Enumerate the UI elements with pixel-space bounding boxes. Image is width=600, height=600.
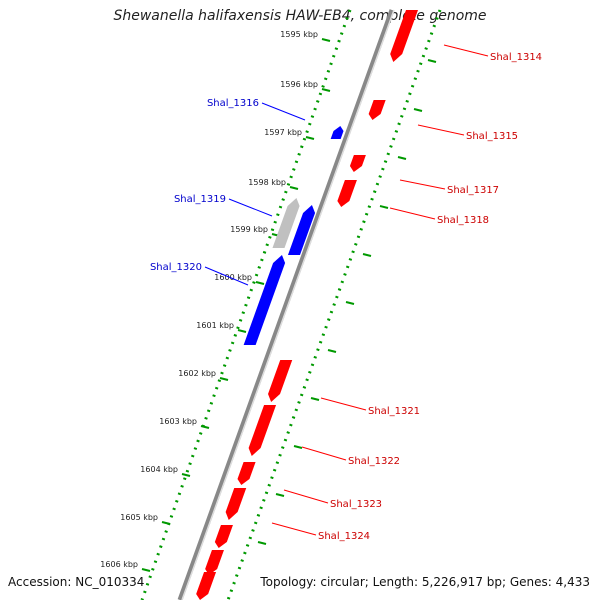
topology-label: Topology: circular; Length: 5,226,917 bp… (260, 575, 590, 589)
label-leader-line (271, 522, 317, 536)
tick-mark (413, 108, 423, 112)
gene-label[interactable]: Shal_1324 (318, 531, 370, 542)
kbp-tick-mark (161, 521, 171, 525)
gene-shal-1316[interactable] (330, 126, 344, 139)
left-tick-track (140, 9, 352, 600)
kbp-tick-label: 1606 kbp (100, 560, 138, 569)
tick-mark (345, 301, 355, 305)
kbp-tick-label: 1600 kbp (214, 273, 252, 282)
label-leader-line (204, 266, 249, 286)
kbp-tick-mark (321, 88, 331, 92)
gene-label[interactable]: Shal_1322 (348, 456, 400, 467)
gene-label[interactable]: Shal_1319 (174, 194, 226, 205)
kbp-tick-label: 1605 kbp (120, 513, 158, 522)
kbp-tick-label: 1596 kbp (280, 80, 318, 89)
label-leader-line (417, 124, 465, 136)
gene-shal-1314[interactable] (390, 10, 418, 62)
gene-label[interactable]: Shal_1316 (207, 98, 259, 109)
tick-mark (257, 541, 267, 545)
label-leader-line (283, 489, 329, 504)
genome-backbone (177, 9, 395, 600)
gene-label[interactable]: Shal_1315 (466, 131, 518, 142)
tick-mark (362, 253, 372, 257)
kbp-tick-mark (289, 186, 299, 190)
label-leader-line (399, 179, 446, 190)
gene-shal-1319[interactable] (287, 205, 316, 255)
tick-mark (275, 493, 285, 497)
kbp-tick-mark (255, 281, 265, 285)
kbp-tick-mark (219, 377, 229, 381)
accession-label: Accession: NC_010334 (8, 575, 145, 589)
gene-label[interactable]: Shal_1320 (150, 262, 202, 273)
kbp-tick-label: 1598 kbp (248, 178, 286, 187)
tick-mark (310, 397, 320, 401)
gene-shal-next[interactable] (196, 572, 217, 600)
gene-shal-1320[interactable] (243, 255, 286, 345)
gene-shal-1324b[interactable] (205, 550, 224, 575)
gene-shal-1323[interactable] (225, 488, 247, 520)
kbp-tick-label: 1595 kbp (280, 30, 318, 39)
gene-shal-1322[interactable] (248, 405, 277, 456)
kbp-tick-mark (200, 425, 210, 429)
gene-label[interactable]: Shal_1314 (490, 52, 542, 63)
gene-label[interactable]: Shal_1318 (437, 215, 489, 226)
kbp-tick-label: 1604 kbp (140, 465, 178, 474)
label-leader-line (261, 102, 306, 121)
kbp-tick-label: 1597 kbp (264, 128, 302, 137)
gene-label[interactable]: Shal_1321 (368, 406, 420, 417)
gene-shal-1318[interactable] (337, 180, 357, 207)
kbp-tick-label: 1602 kbp (178, 369, 216, 378)
gene-shal-pseudo[interactable] (272, 198, 300, 248)
label-leader-line (443, 44, 489, 57)
tick-mark (427, 59, 437, 63)
gene-label[interactable]: Shal_1317 (447, 185, 499, 196)
label-leader-line (228, 198, 273, 217)
tick-mark (397, 156, 407, 160)
kbp-tick-mark (181, 473, 191, 477)
tick-mark (293, 445, 303, 449)
gene-shal-1317[interactable] (349, 155, 366, 172)
gene-label[interactable]: Shal_1323 (330, 499, 382, 510)
gene-shal-1324[interactable] (214, 525, 233, 548)
kbp-tick-mark (305, 136, 315, 140)
gene-shal-1322b[interactable] (237, 462, 256, 485)
gene-shal-1315[interactable] (368, 100, 386, 120)
kbp-tick-label: 1599 kbp (230, 225, 268, 234)
kbp-tick-mark (321, 38, 331, 42)
gene-shal-1321[interactable] (268, 360, 293, 402)
label-leader-line (389, 207, 436, 220)
kbp-tick-label: 1601 kbp (196, 321, 234, 330)
right-tick-track (226, 9, 442, 600)
kbp-tick-mark (141, 568, 151, 572)
kbp-tick-mark (237, 329, 247, 333)
kbp-tick-label: 1603 kbp (159, 417, 197, 426)
tick-mark (379, 205, 389, 209)
label-leader-line (320, 397, 367, 411)
label-leader-line (301, 446, 347, 461)
tick-mark (327, 349, 337, 353)
